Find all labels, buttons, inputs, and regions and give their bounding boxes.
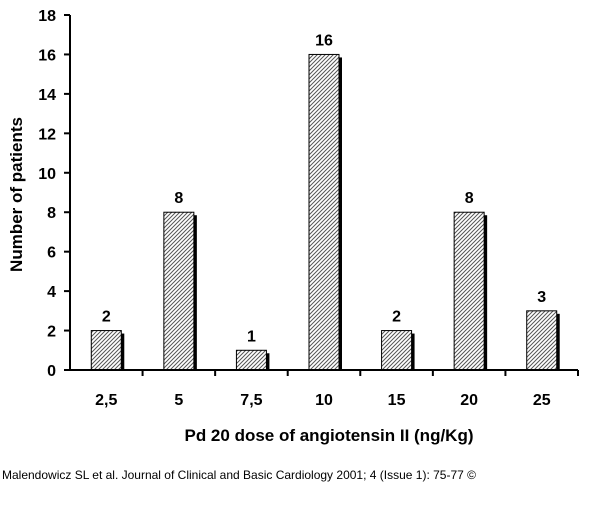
- y-axis-ticks: 0 2 4 6 8 10 12 14 16 18: [38, 8, 70, 380]
- bar-value-label: 8: [465, 190, 474, 207]
- x-tick-label: 5: [174, 392, 183, 409]
- x-tick-label: 10: [315, 392, 333, 409]
- y-tick-label: 0: [47, 363, 56, 380]
- bar: [453, 211, 485, 371]
- x-tick-label: 25: [533, 392, 551, 409]
- y-tick-label: 6: [47, 245, 56, 262]
- bar-chart: 0 2 4 6 8 10 12 14 16 18 2 8 1 16 2 8 3 2,5 5 7,5 10 15 20 25…: [7, 8, 579, 445]
- bar: [235, 349, 267, 371]
- source-citation: Malendowicz SL et al. Journal of Clinica…: [2, 468, 476, 482]
- bar-value-label: 1: [247, 328, 256, 345]
- bar-value-label: 2: [392, 309, 401, 326]
- y-tick-label: 10: [38, 166, 56, 183]
- bar: [526, 310, 558, 371]
- bar-value-label: 8: [174, 190, 183, 207]
- x-tick-label: 20: [460, 392, 478, 409]
- y-tick-label: 14: [38, 87, 56, 104]
- x-axis-title: Pd 20 dose of angiotensin II (ng/Kg): [184, 426, 473, 445]
- bar: [308, 53, 340, 371]
- y-tick-label: 8: [47, 205, 56, 222]
- x-tick-label: 7,5: [240, 392, 262, 409]
- bar: [90, 330, 122, 371]
- y-axis-title: Number of patients: [7, 117, 26, 272]
- bar-value-label: 2: [102, 309, 111, 326]
- bars: 2 8 1 16 2 8 3: [90, 32, 560, 371]
- y-tick-label: 16: [38, 47, 56, 64]
- y-tick-label: 18: [38, 8, 56, 25]
- bar-value-label: 16: [315, 32, 333, 49]
- bar: [163, 211, 195, 371]
- bar-value-label: 3: [537, 289, 546, 306]
- bar: [381, 330, 413, 371]
- x-axis-ticks: 2,5 5 7,5 10 15 20 25: [95, 370, 579, 409]
- y-tick-label: 12: [38, 126, 56, 143]
- y-tick-label: 2: [47, 324, 56, 341]
- y-tick-label: 4: [47, 284, 56, 301]
- x-tick-label: 15: [388, 392, 406, 409]
- x-tick-label: 2,5: [95, 392, 117, 409]
